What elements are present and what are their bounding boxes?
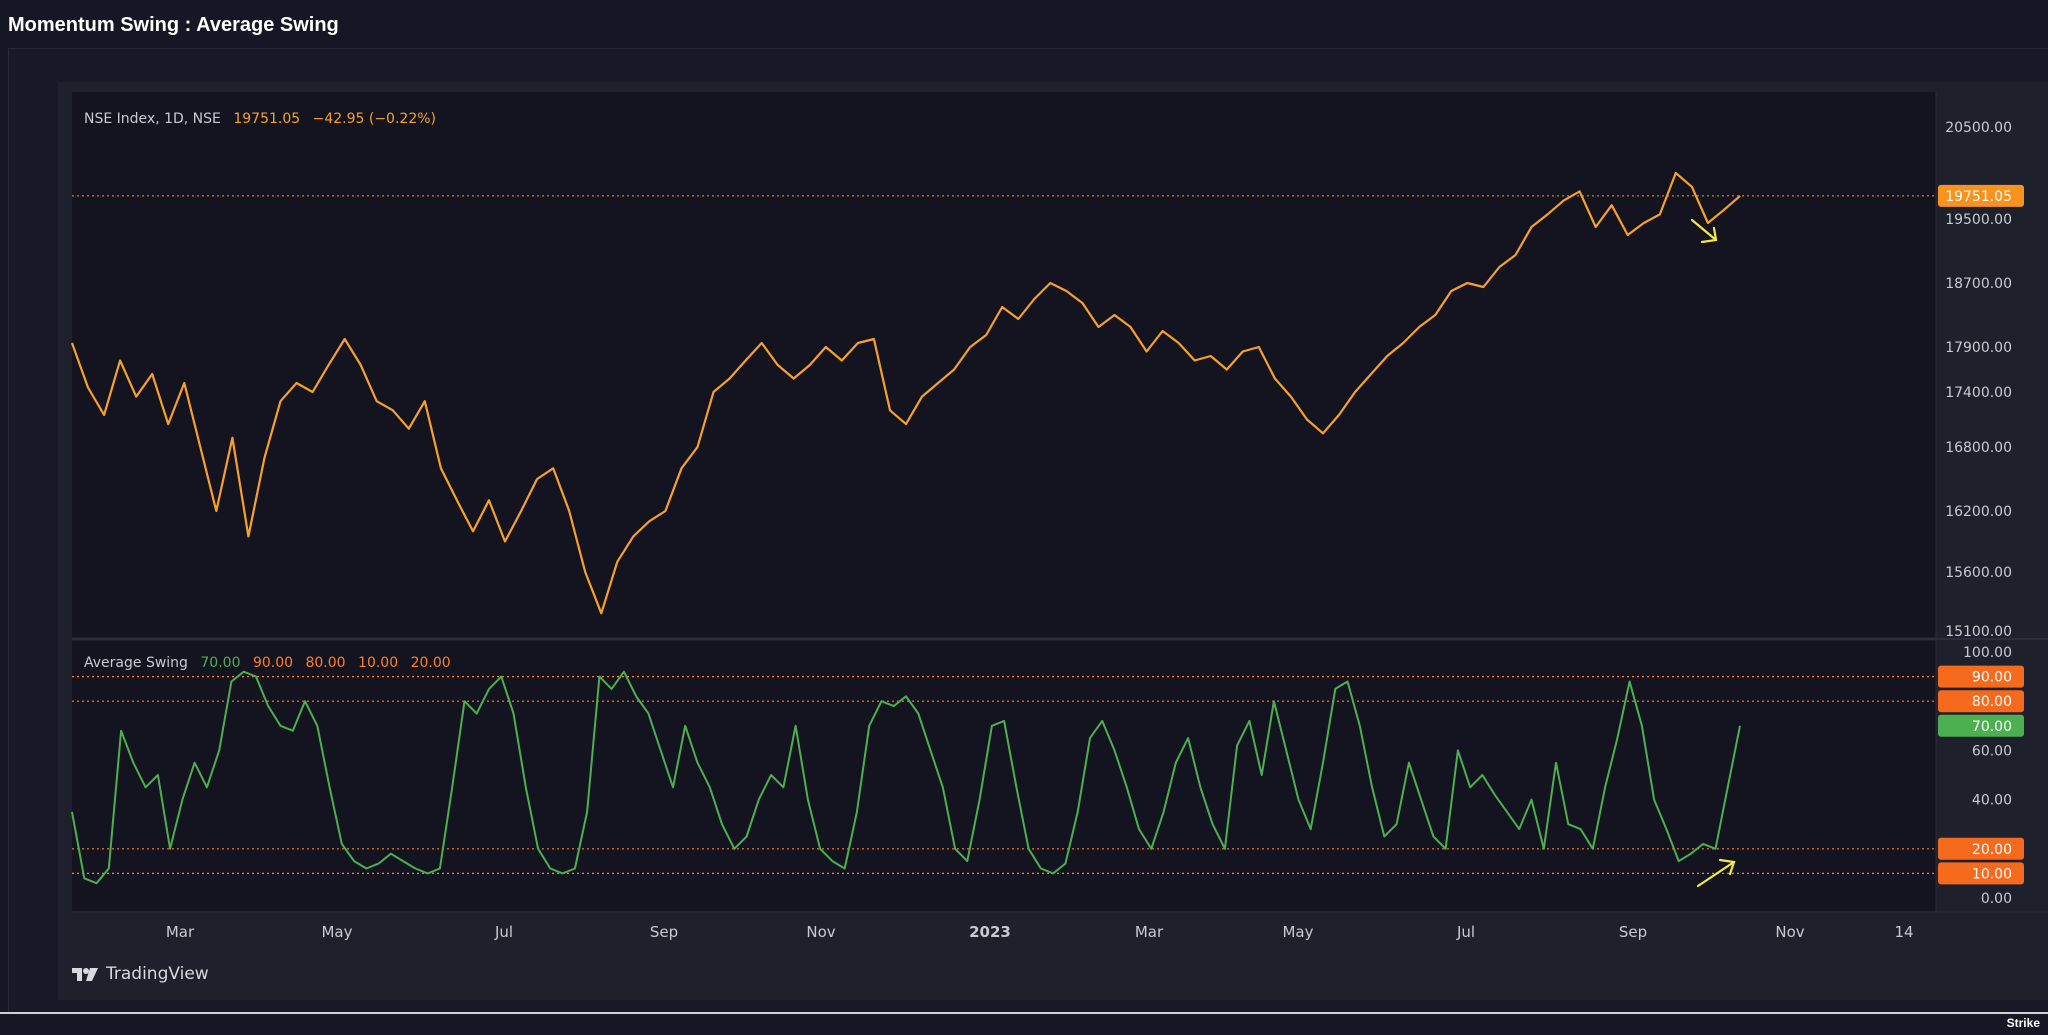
time-axis-label: May <box>321 923 352 941</box>
time-axis-label: Nov <box>806 923 835 941</box>
time-axis-label: 14 <box>1894 923 1913 941</box>
price-legend-change: −42.95 (−0.22%) <box>313 111 436 127</box>
oscillator-legend-value-1: 70.00 <box>200 655 240 671</box>
price-legend-last: 19751.05 <box>233 111 300 127</box>
price-pane[interactable] <box>72 92 1936 637</box>
chart-canvas[interactable]: 15100.00 15600.00 16200.00 16800.00 17400.00… <box>0 0 2048 1012</box>
price-tick-label: 15100.00 <box>1945 624 2012 640</box>
svg-text:80.00: 80.00 <box>1972 694 2012 710</box>
price-series-line[interactable] <box>70 171 1741 615</box>
oscillator-value-badge: 70.00 <box>1938 714 2024 737</box>
price-legend: NSE Index, 1D, NSE 19751.05 −42.95 (−0.2… <box>84 111 436 127</box>
oscillator-legend-name: Average Swing <box>84 655 188 671</box>
svg-text:20.00: 20.00 <box>1972 842 2012 858</box>
price-tick-label: 18700.00 <box>1945 276 2012 292</box>
oscillator-tick-label: 0.00 <box>1981 891 2012 907</box>
price-tick-label: 16200.00 <box>1945 504 2012 520</box>
tradingview-logo[interactable]: TradingView <box>72 964 209 984</box>
oscillator-levels <box>72 675 1936 875</box>
level-badge: 80.00 <box>1938 690 2024 713</box>
tradingview-icon <box>72 968 98 981</box>
oscillator-legend-value-2: 90.00 <box>253 655 293 671</box>
level-badge: 10.00 <box>1938 862 2024 885</box>
bottom-divider <box>0 1012 2048 1014</box>
average-swing-line[interactable] <box>71 670 1741 885</box>
axis-badges: 19751.05 90.00 80.00 20.00 10.00 70.00 <box>1938 184 2024 885</box>
svg-text:90.00: 90.00 <box>1972 670 2012 686</box>
price-tick-label: 20500.00 <box>1945 120 2012 136</box>
level-badge: 20.00 <box>1938 837 2024 860</box>
strike-logo: Strike <box>2006 1016 2040 1030</box>
oscillator-legend-value-3: 80.00 <box>305 655 345 671</box>
tradingview-label: TradingView <box>106 964 209 984</box>
svg-text:70.00: 70.00 <box>1972 719 2012 735</box>
oscillator-tick-label: 40.00 <box>1972 793 2012 809</box>
price-tick-label: 17900.00 <box>1945 340 2012 356</box>
time-axis[interactable]: Mar May Jul Sep Nov 2023 Mar May Jul Sep Nov 14 <box>166 923 1914 941</box>
price-legend-symbol: NSE Index, 1D, NSE <box>84 111 221 127</box>
time-axis-label: Nov <box>1775 923 1804 941</box>
time-axis-label: Jul <box>1456 923 1475 941</box>
oscillator-pane[interactable] <box>72 641 1936 911</box>
oscillator-tick-label: 100.00 <box>1963 645 2012 661</box>
up-arrow-annotation <box>1696 858 1736 888</box>
level-badge: 90.00 <box>1938 665 2024 688</box>
time-axis-label: 2023 <box>969 923 1011 941</box>
time-axis-label: Mar <box>1135 923 1164 941</box>
time-axis-label: May <box>1282 923 1313 941</box>
price-tick-label: 19500.00 <box>1945 212 2012 228</box>
price-tick-label: 16800.00 <box>1945 440 2012 456</box>
price-tick-label: 15600.00 <box>1945 565 2012 581</box>
page-title: Momentum Swing : Average Swing <box>8 14 339 36</box>
oscillator-legend: Average Swing 70.00 90.00 80.00 10.00 20… <box>84 655 451 671</box>
price-tick-label: 17400.00 <box>1945 385 2012 401</box>
price-axis[interactable]: 15100.00 15600.00 16200.00 16800.00 17400.00… <box>1945 120 2012 640</box>
down-arrow-annotation <box>1690 218 1718 244</box>
svg-text:19751.05: 19751.05 <box>1945 189 2012 205</box>
oscillator-tick-label: 60.00 <box>1972 743 2012 759</box>
time-axis-label: Mar <box>166 923 195 941</box>
svg-text:10.00: 10.00 <box>1972 866 2012 882</box>
oscillator-legend-value-5: 20.00 <box>411 655 451 671</box>
time-axis-label: Sep <box>1619 923 1647 941</box>
last-price-badge: 19751.05 <box>1938 184 2024 207</box>
oscillator-legend-value-4: 10.00 <box>358 655 398 671</box>
time-axis-label: Sep <box>650 923 678 941</box>
time-axis-label: Jul <box>494 923 513 941</box>
